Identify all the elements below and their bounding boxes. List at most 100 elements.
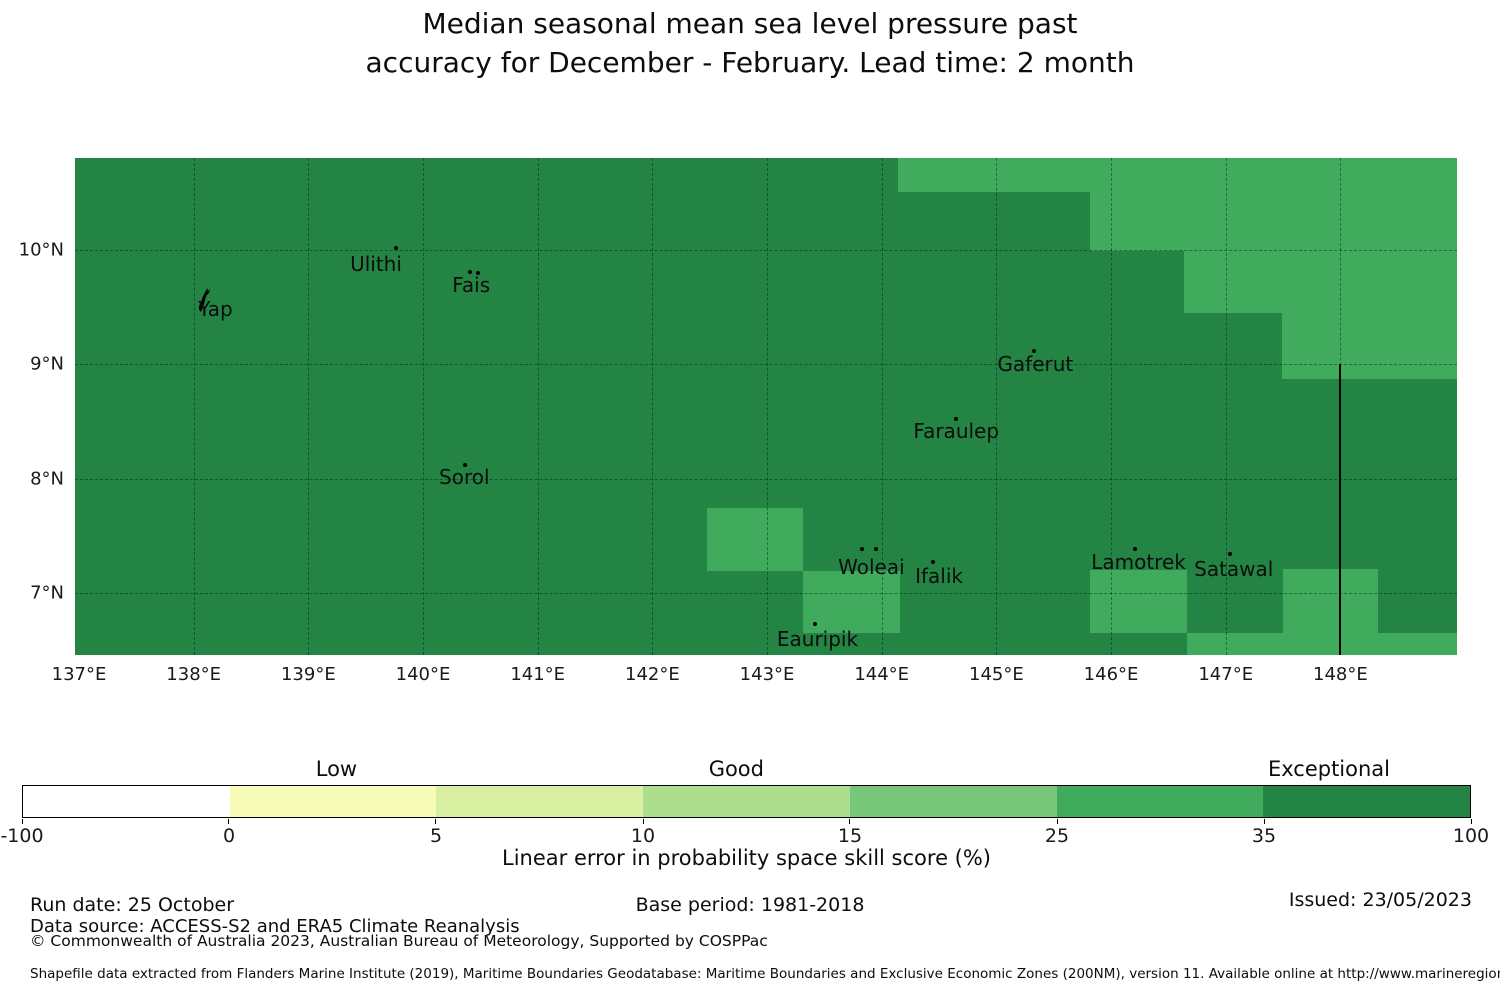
colorbar-tick-mark: [1056, 819, 1058, 824]
island-label-ulithi: Ulithi: [350, 251, 402, 276]
colorbar-tick-label: 100: [1452, 825, 1490, 847]
x-axis-tick-label: 142°E: [624, 664, 680, 685]
colorbar-quality-label: Exceptional: [1267, 757, 1391, 781]
longitude-gridline: [996, 158, 998, 655]
colorbar: [22, 785, 1471, 818]
colorbar-segment: [436, 786, 644, 817]
island-marker-dot: [813, 621, 818, 626]
x-axis-tick-label: 143°E: [739, 664, 795, 685]
colorbar-segment: [849, 786, 1057, 817]
skill-region-25-35: [1184, 158, 1282, 313]
island-label-sorol: Sorol: [439, 465, 490, 490]
colorbar-segment: [1263, 786, 1471, 817]
skill-score-map: Yap Ulithi Fais Sorol Gaferut Faraulep Woleai I…: [75, 158, 1457, 655]
x-axis-tick-label: 144°E: [854, 664, 910, 685]
skill-region-25-35: [897, 158, 1091, 193]
colorbar-segment: [23, 786, 230, 817]
shapefile-attribution-text: Shapefile data extracted from Flanders M…: [30, 966, 1500, 982]
x-axis-tick-label: 138°E: [166, 664, 222, 685]
colorbar-tick-label: 0: [222, 825, 236, 847]
latitude-gridline: [75, 364, 1457, 366]
y-axis-tick-label: 8°N: [30, 468, 64, 490]
colorbar-segment: [643, 786, 850, 817]
island-label-satawal: Satawal: [1194, 556, 1274, 581]
colorbar-axis-label: Linear error in probability space skill …: [502, 846, 991, 870]
longitude-gridline: [1111, 158, 1113, 655]
x-axis-tick-label: 141°E: [510, 664, 566, 685]
skill-region-25-35: [1090, 158, 1185, 252]
x-axis-tick-label: 140°E: [395, 664, 451, 685]
x-axis-tick-label: 147°E: [1198, 664, 1254, 685]
x-axis-tick-label: 139°E: [280, 664, 336, 685]
colorbar-tick-mark: [21, 819, 23, 824]
island-marker-dot: [1133, 547, 1138, 552]
island-label-woleai: Woleai: [838, 554, 905, 579]
x-axis-tick-label: 148°E: [1313, 664, 1368, 685]
island-label-eauripik: Eauripik: [776, 626, 859, 651]
longitude-gridline: [881, 158, 883, 655]
island-label-lamotrek: Lamotrek: [1091, 550, 1186, 575]
colorbar-tick-mark: [1263, 819, 1265, 824]
colorbar-quality-labels: Low Good Exceptional: [22, 757, 1471, 783]
island-marker-dot: [468, 269, 473, 274]
skill-region-25-35: [1281, 158, 1457, 380]
island-label-faraulep: Faraulep: [913, 418, 1000, 443]
island-label-gaferut: Gaferut: [997, 352, 1074, 377]
island-marker-dot: [476, 270, 481, 275]
island-marker-dot: [873, 547, 878, 552]
base-period-text: Base period: 1981-2018: [635, 894, 865, 916]
longitude-gridline: [537, 158, 539, 655]
colorbar-tick-label: -100: [0, 825, 44, 847]
latitude-gridline: [75, 478, 1457, 480]
colorbar-ticks: -100 0 5 10 15 25 35 100: [0, 818, 1489, 858]
colorbar-tick-label: 10: [630, 825, 656, 847]
eez-boundary-line: [1339, 364, 1342, 655]
colorbar-quality-label: Good: [708, 757, 764, 781]
colorbar-tick-label: 5: [429, 825, 443, 847]
colorbar-tick-label: 35: [1251, 825, 1277, 847]
skill-region-25-35: [707, 508, 803, 572]
data-source-text: Data source: ACCESS-S2 and ERA5 Climate …: [30, 916, 520, 937]
island-label-fais: Fais: [452, 273, 491, 298]
island-label-ifalik: Ifalik: [915, 563, 963, 588]
title-line-1: Median seasonal mean sea level pressure …: [422, 7, 1078, 40]
colorbar-tick-mark: [435, 819, 437, 824]
island-marker-dot: [954, 417, 959, 422]
longitude-gridline: [423, 158, 425, 655]
x-axis-tick-label: 137°E: [51, 664, 107, 685]
x-axis-tick-label: 145°E: [968, 664, 1024, 685]
island-marker-dot: [1032, 348, 1037, 353]
yap-island-shape: [194, 287, 214, 317]
longitude-gridline: [1225, 158, 1227, 655]
longitude-gridline: [308, 158, 310, 655]
latitude-gridline: [75, 592, 1457, 594]
skill-region-25-35: [1090, 570, 1187, 633]
title-line-2: accuracy for December - February. Lead t…: [365, 46, 1135, 79]
colorbar-tick-mark: [849, 819, 851, 824]
island-marker-dot: [393, 245, 398, 250]
colorbar-tick-mark: [228, 819, 230, 824]
page-title: Median seasonal mean sea level pressure …: [0, 4, 1500, 82]
longitude-gridline: [193, 158, 195, 655]
colorbar-tick-label: 15: [837, 825, 863, 847]
colorbar-segment: [1056, 786, 1264, 817]
colorbar-tick-label: 25: [1044, 825, 1070, 847]
colorbar-segment: [229, 786, 437, 817]
colorbar-tick-mark: [642, 819, 644, 824]
longitude-gridline: [652, 158, 654, 655]
y-axis-tick-label: 7°N: [30, 582, 64, 604]
y-axis-tick-label: 9°N: [30, 353, 64, 375]
island-marker-dot: [463, 462, 468, 467]
island-marker-dot: [860, 547, 865, 552]
island-label-yap: Yap: [198, 297, 233, 322]
longitude-gridline: [767, 158, 769, 655]
colorbar-tick-mark: [1470, 819, 1472, 824]
island-marker-dot: [1228, 552, 1233, 557]
copyright-text: © Commonwealth of Australia 2023, Austra…: [30, 932, 768, 950]
colorbar-quality-label: Low: [315, 757, 358, 781]
skill-region-25-35: [1283, 568, 1379, 633]
latitude-gridline: [75, 250, 1457, 252]
run-date-text: Run date: 25 October: [30, 894, 235, 916]
island-marker-dot: [931, 560, 936, 565]
